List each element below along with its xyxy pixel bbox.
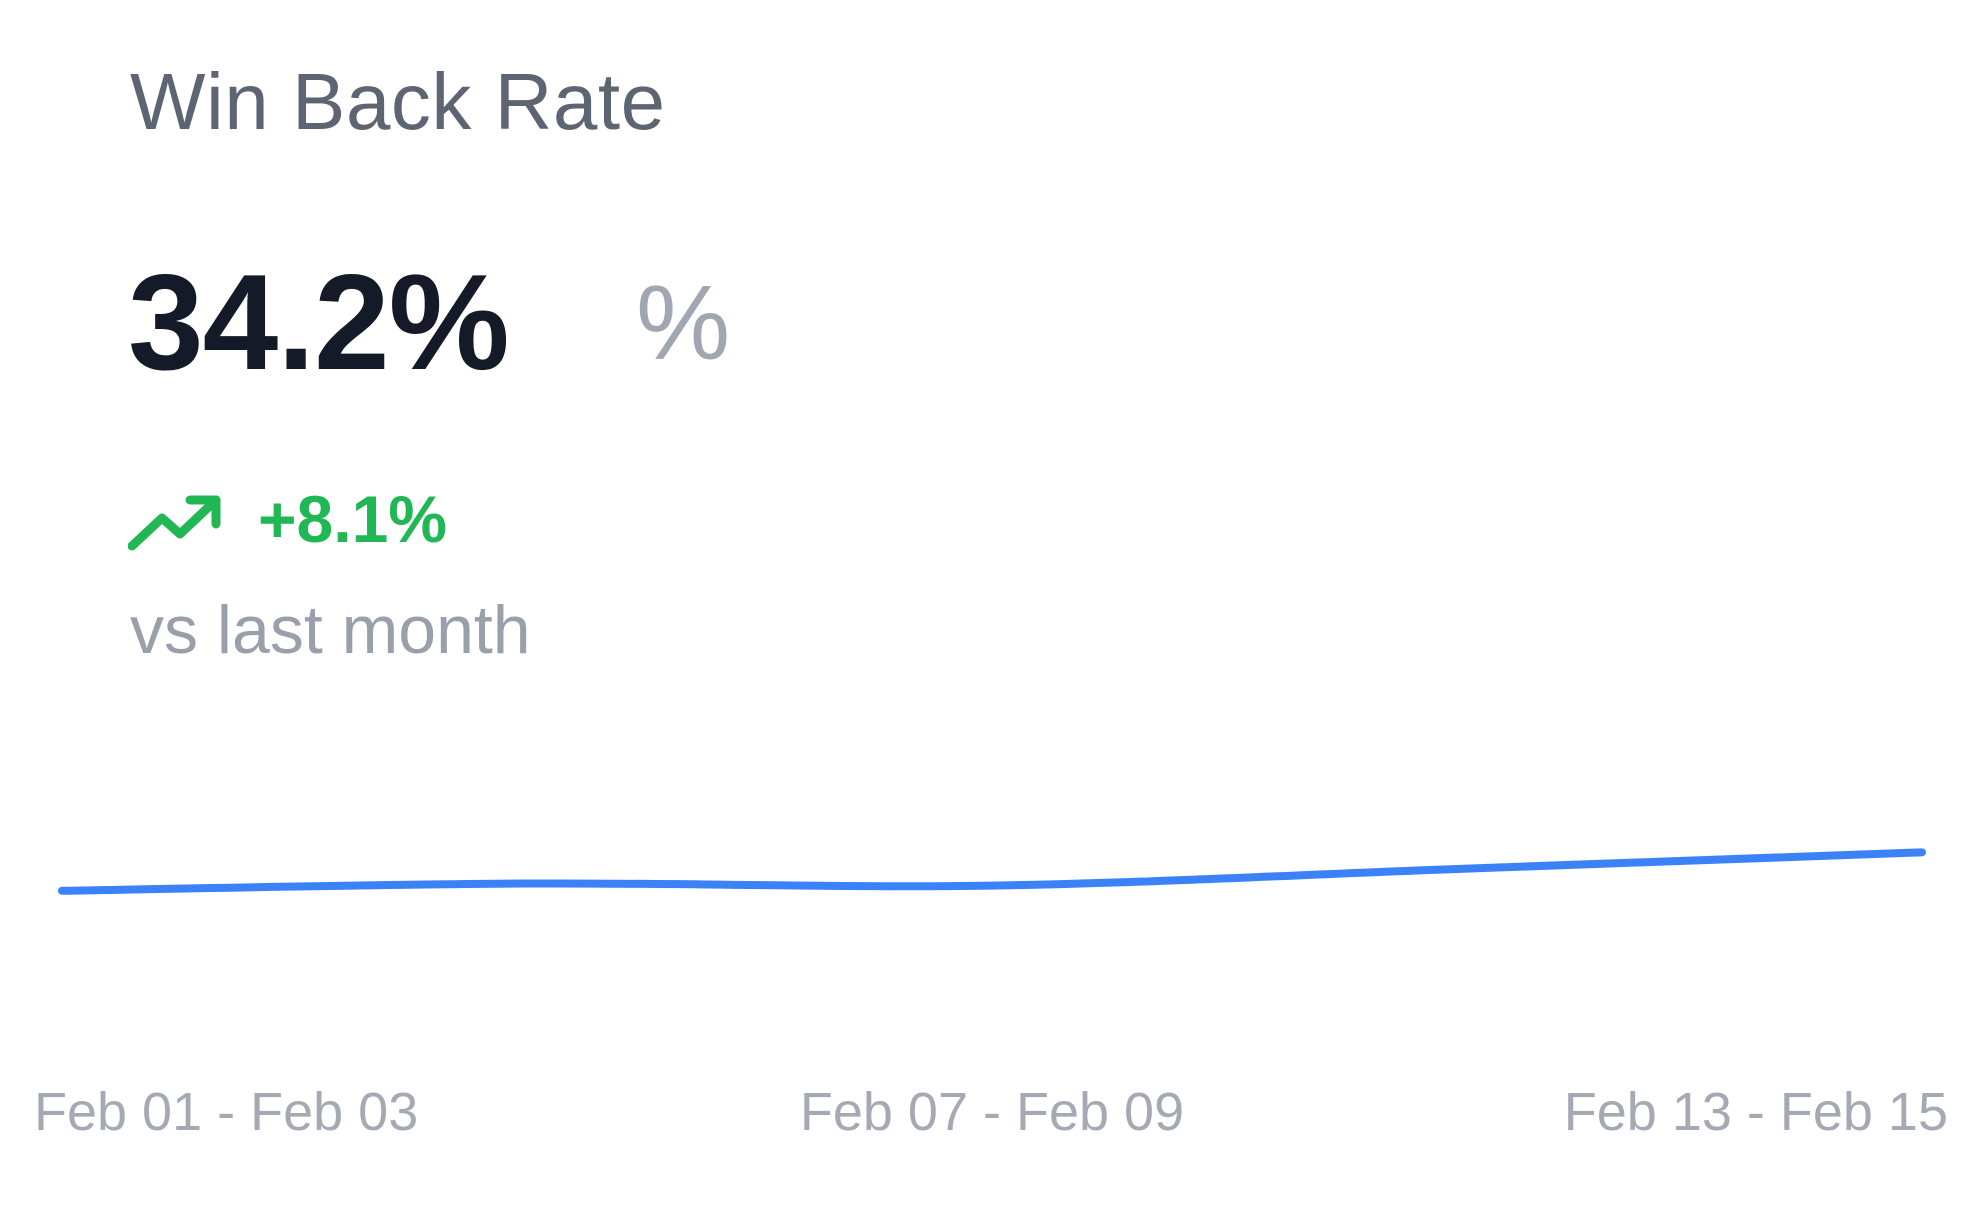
x-tick-label: Feb 07 - Feb 09 (800, 1082, 1184, 1142)
x-tick-label: Feb 13 - Feb 15 (1564, 1082, 1948, 1142)
trend-caption: vs last month (130, 592, 531, 668)
x-tick-label: Feb 01 - Feb 03 (34, 1082, 418, 1142)
trend-change: +8.1% (258, 482, 447, 556)
card-title: Win Back Rate (130, 57, 666, 146)
trending-up-icon (128, 495, 221, 551)
series-line-0 (58, 848, 1926, 895)
metric-unit: % (636, 264, 731, 382)
metric-value: 34.2% (128, 246, 510, 398)
